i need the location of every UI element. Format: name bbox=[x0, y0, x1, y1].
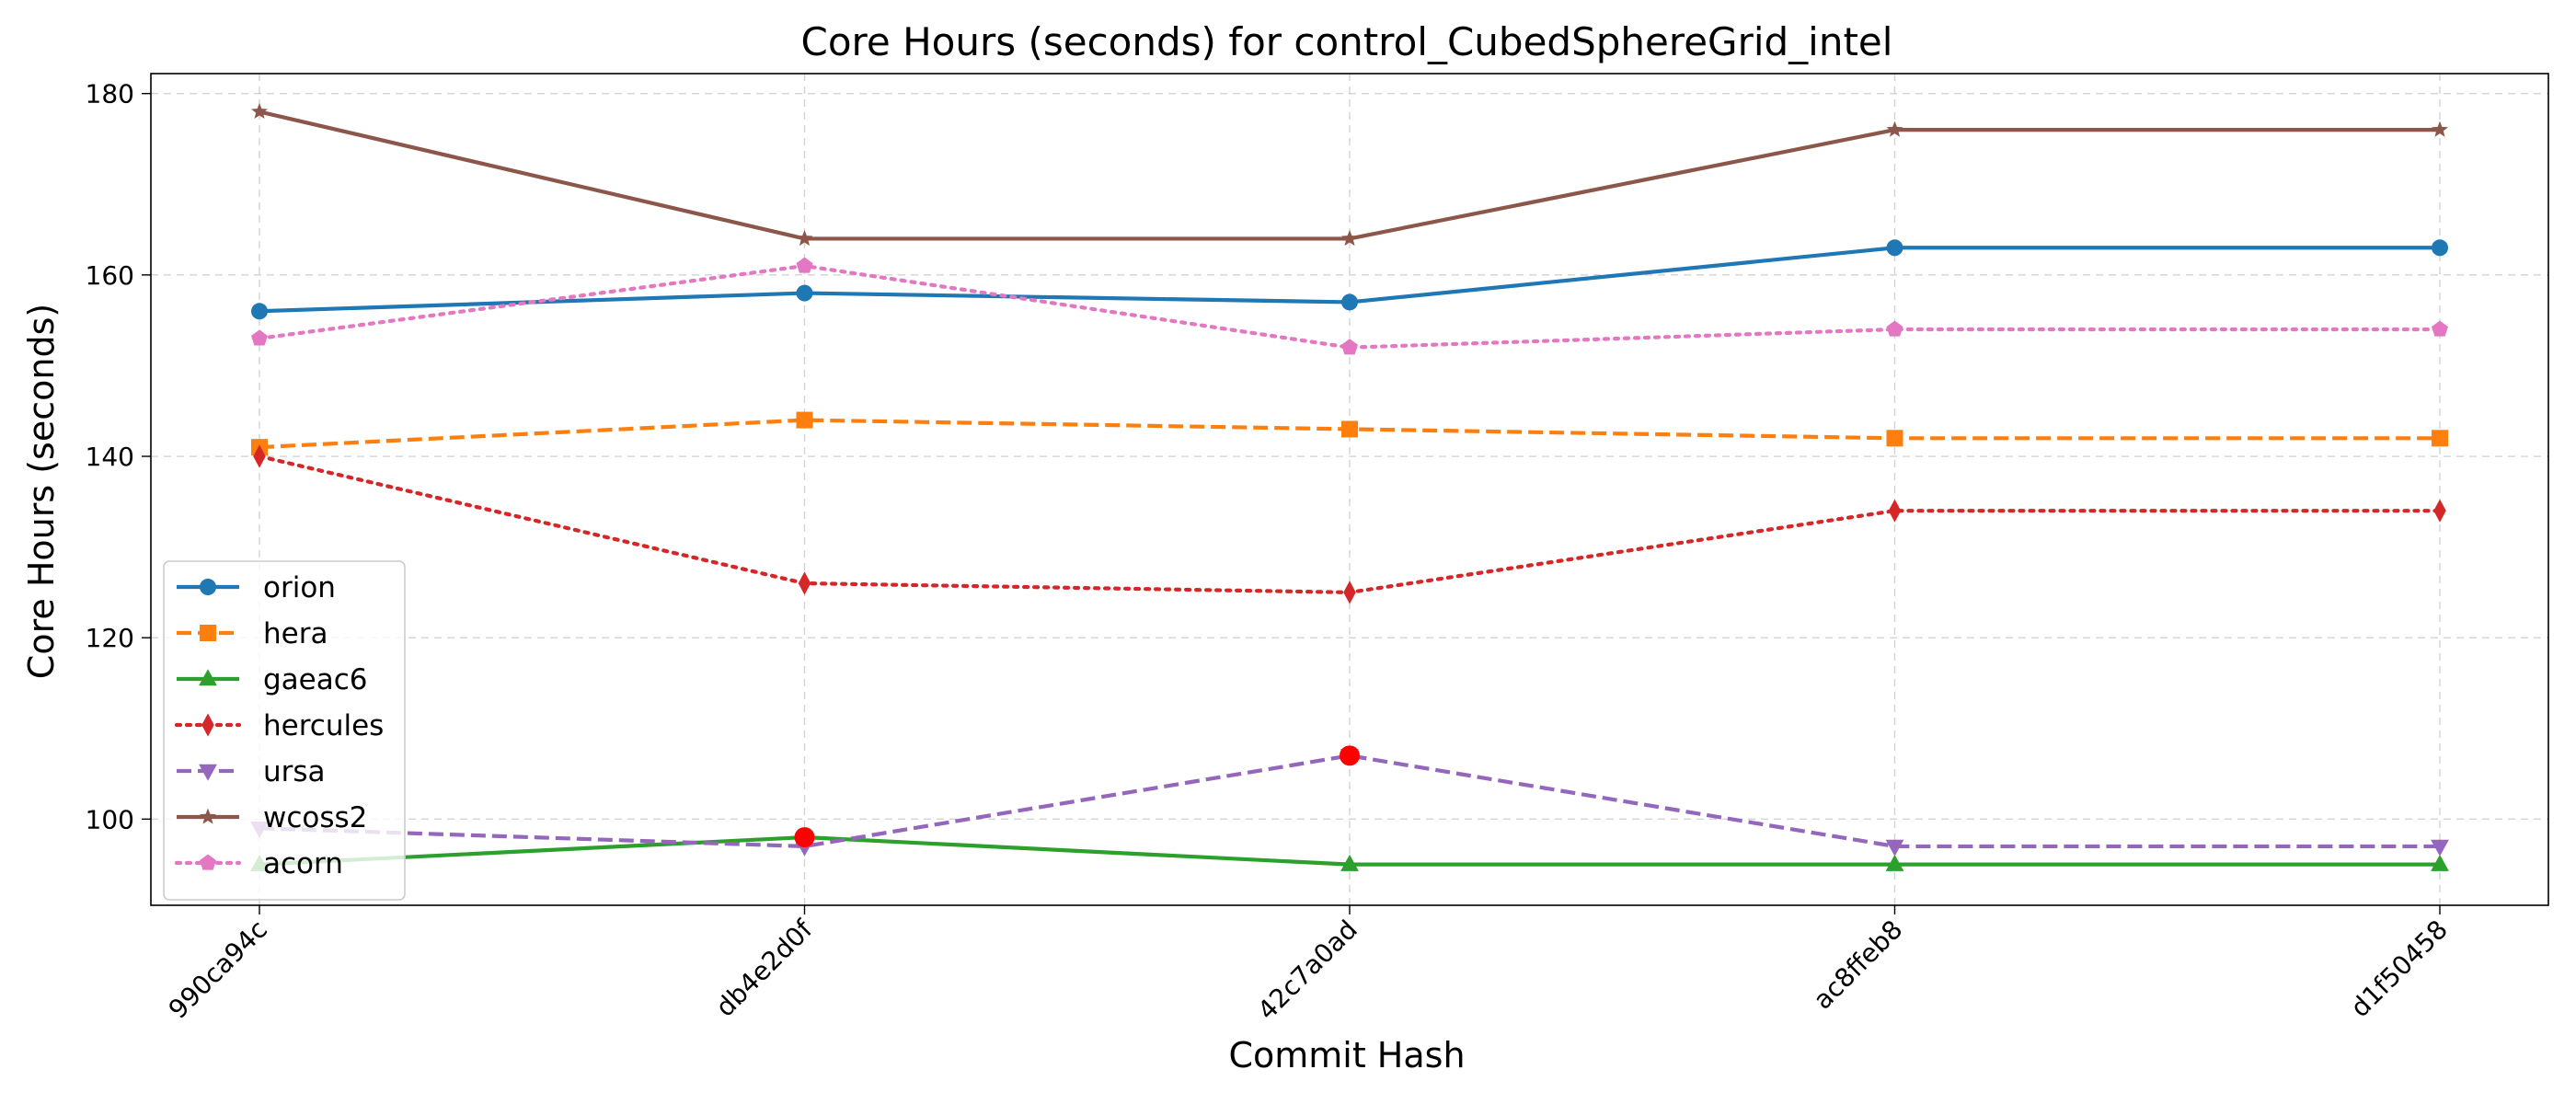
legend-label: ursa bbox=[263, 755, 326, 788]
y-tick-label: 120 bbox=[86, 623, 134, 653]
y-tick-label: 100 bbox=[86, 804, 134, 834]
data-point-ursa bbox=[2431, 839, 2449, 857]
data-point-acorn bbox=[2432, 320, 2448, 337]
series-wcoss2 bbox=[251, 102, 2448, 247]
legend-item-acorn: acorn bbox=[174, 847, 343, 880]
data-point-acorn bbox=[1886, 320, 1903, 337]
data-point-wcoss2 bbox=[1886, 121, 1903, 137]
legend: orion hera gaeac6 hercules ursa wcoss2 acorn bbox=[163, 560, 406, 901]
legend-label: hercules bbox=[263, 709, 384, 742]
data-point-hercules bbox=[1343, 581, 1356, 604]
data-point-orion bbox=[1886, 239, 1903, 257]
highlight-point bbox=[1340, 745, 1360, 766]
series-hera bbox=[251, 411, 2448, 456]
data-point-wcoss2 bbox=[796, 229, 813, 247]
legend-label: orion bbox=[263, 571, 336, 604]
legend-marker bbox=[201, 713, 214, 737]
legend-label: hera bbox=[263, 617, 328, 650]
data-point-hera bbox=[796, 411, 813, 429]
series-line-acorn bbox=[257, 263, 2443, 350]
data-point-hercules bbox=[798, 571, 811, 595]
data-point-wcoss2 bbox=[251, 102, 268, 120]
legend-marker bbox=[199, 764, 217, 781]
chart-title: Core Hours (seconds) for control_CubedSp… bbox=[801, 19, 1893, 64]
x-axis-label: Commit Hash bbox=[1228, 1035, 1465, 1075]
data-point-hera bbox=[2432, 430, 2448, 447]
legend-marker bbox=[200, 808, 216, 824]
highlight-point bbox=[794, 827, 815, 848]
data-point-hera bbox=[1341, 420, 1358, 438]
data-point-hercules bbox=[253, 444, 266, 468]
legend-label: gaeac6 bbox=[263, 663, 368, 696]
y-axis-label: Core Hours (seconds) bbox=[21, 304, 62, 679]
legend-label: acorn bbox=[263, 847, 343, 880]
data-point-orion bbox=[796, 284, 813, 302]
y-tick-label: 140 bbox=[86, 442, 134, 472]
data-point-hera bbox=[1886, 430, 1903, 447]
legend-item-gaeac6: gaeac6 bbox=[177, 663, 368, 696]
series-line-ursa bbox=[259, 753, 2440, 849]
legend-marker bbox=[200, 579, 216, 595]
data-point-wcoss2 bbox=[2432, 121, 2448, 137]
data-point-wcoss2 bbox=[1341, 229, 1358, 247]
legend-item-hera: hera bbox=[177, 617, 328, 650]
y-tick-label: 180 bbox=[86, 79, 134, 109]
legend-item-hercules: hercules bbox=[174, 709, 384, 742]
data-point-orion bbox=[251, 303, 268, 320]
legend-marker bbox=[200, 625, 216, 641]
legend-item-ursa: ursa bbox=[177, 755, 326, 788]
data-point-gaeac6 bbox=[1340, 854, 1359, 871]
data-point-hercules bbox=[2433, 499, 2446, 523]
data-point-orion bbox=[1341, 293, 1358, 311]
data-point-hercules bbox=[1888, 499, 1902, 523]
grid bbox=[151, 74, 2548, 905]
legend-label: wcoss2 bbox=[263, 801, 367, 834]
data-point-gaeac6 bbox=[1885, 854, 1904, 871]
data-point-gaeac6 bbox=[2431, 854, 2449, 871]
y-tick-label: 160 bbox=[86, 260, 134, 291]
legend-item-orion: orion bbox=[177, 571, 336, 604]
data-point-orion bbox=[2432, 239, 2448, 257]
data-point-ursa bbox=[1885, 839, 1904, 857]
data-point-acorn bbox=[251, 329, 268, 346]
series-acorn bbox=[251, 257, 2448, 355]
data-point-acorn bbox=[796, 257, 813, 273]
series-hercules bbox=[253, 444, 2446, 604]
series-orion bbox=[251, 239, 2448, 320]
data-point-acorn bbox=[1341, 339, 1358, 355]
legend-item-wcoss2: wcoss2 bbox=[177, 801, 367, 834]
legend-marker bbox=[200, 854, 216, 870]
legend-marker bbox=[199, 669, 217, 686]
